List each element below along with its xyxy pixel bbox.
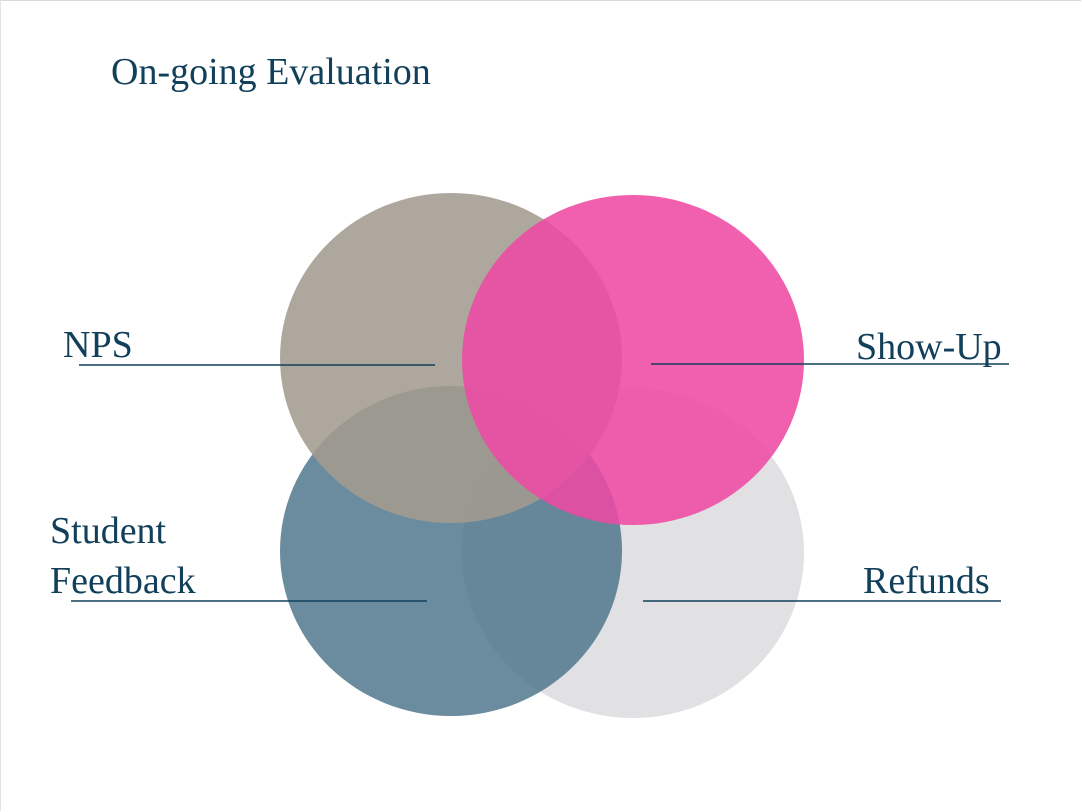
label-refunds: Refunds bbox=[863, 560, 990, 602]
label-student: Student bbox=[50, 510, 167, 552]
label-nps: NPS bbox=[63, 324, 133, 366]
slide-title: On-going Evaluation bbox=[111, 51, 431, 93]
label-show-up: Show-Up bbox=[856, 326, 1002, 368]
venn-circle-show-up bbox=[462, 195, 804, 525]
label-feedback: Feedback bbox=[50, 560, 196, 602]
